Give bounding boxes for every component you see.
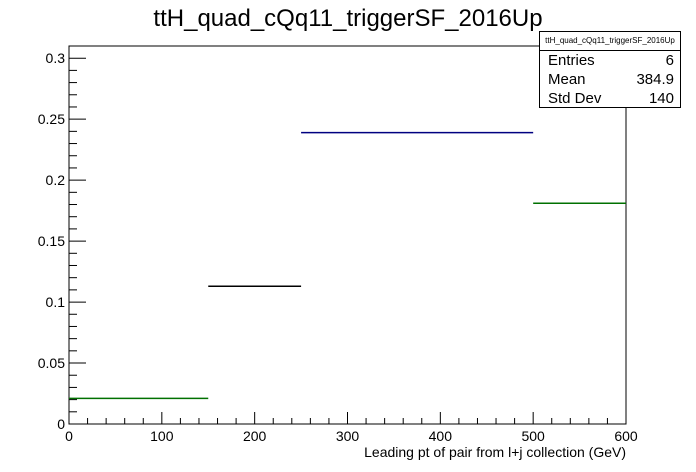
entries-label: Entries <box>548 52 595 69</box>
chart-title: ttH_quad_cQq11_triggerSF_2016Up <box>153 5 542 32</box>
x-tick-label: 300 <box>336 428 360 444</box>
y-tick-label: 0.05 <box>38 355 65 371</box>
x-tick-label: 500 <box>521 428 545 444</box>
x-tick-label: 0 <box>65 428 73 444</box>
stats-row-entries: Entries 6 <box>540 51 680 70</box>
stats-row-mean: Mean 384.9 <box>540 70 680 89</box>
y-tick-label: 0.25 <box>38 111 65 127</box>
stats-title: ttH_quad_cQq11_triggerSF_2016Up <box>540 32 680 51</box>
x-tick-label: 600 <box>614 428 638 444</box>
stats-row-stddev: Std Dev 140 <box>540 89 680 108</box>
x-tick-label: 400 <box>429 428 453 444</box>
y-tick-label: 0.15 <box>38 233 65 249</box>
x-tick-label: 100 <box>150 428 174 444</box>
stddev-value: 140 <box>648 90 674 107</box>
mean-value: 384.9 <box>636 71 674 88</box>
y-tick-label: 0 <box>57 416 65 432</box>
entries-value: 6 <box>665 52 674 69</box>
x-tick-label: 200 <box>243 428 267 444</box>
plot-area: 0 100 200 300 400 500 600 0 0.05 0.1 0.15 0.2 0.25 0.… <box>38 45 638 444</box>
stddev-label: Std Dev <box>548 90 602 107</box>
y-tick-label: 0.2 <box>46 172 66 188</box>
y-tick-label: 0.1 <box>46 294 66 310</box>
y-tick-label: 0.3 <box>46 50 66 66</box>
mean-label: Mean <box>548 71 586 88</box>
stats-box: ttH_quad_cQq11_triggerSF_2016Up Entries … <box>539 31 681 108</box>
x-axis-label: Leading pt of pair from l+j collection (… <box>364 444 626 460</box>
